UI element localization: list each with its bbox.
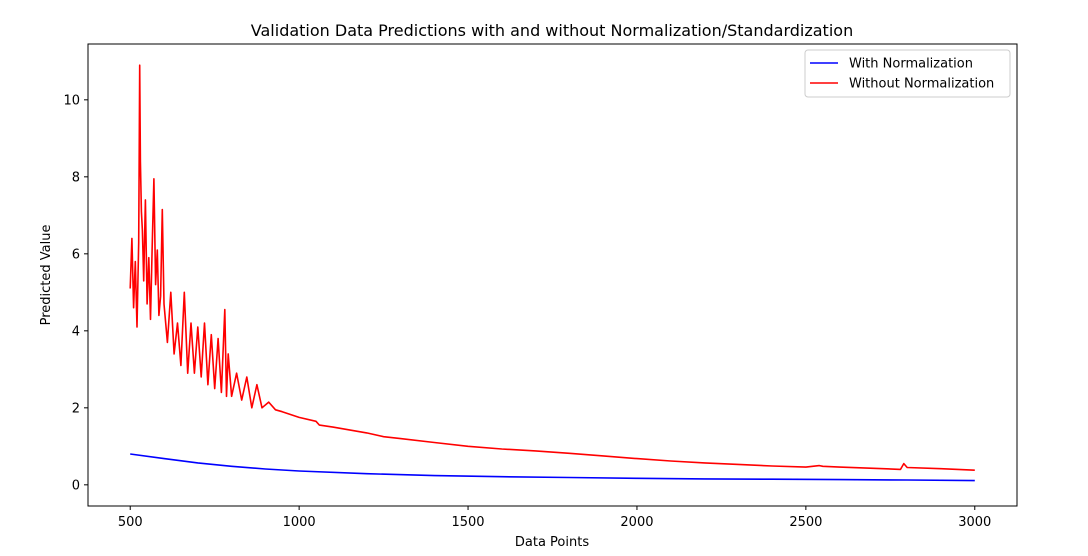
legend-label-0: With Normalization: [849, 57, 973, 72]
y-tick-label: 2: [72, 401, 80, 416]
x-axis-label: Data Points: [515, 535, 589, 550]
series-line-1: [129, 64, 975, 471]
legend: With Normalization Without Normalization: [804, 49, 1011, 98]
y-tick-label: 6: [72, 247, 80, 262]
y-axis: 0 2 4 6 8 10: [63, 93, 88, 493]
x-tick-label: 500: [118, 515, 143, 530]
x-tick-label: 2000: [620, 515, 653, 530]
legend-box: [804, 49, 1011, 98]
y-tick-label: 4: [72, 324, 80, 339]
legend-label-1: Without Normalization: [849, 77, 994, 92]
y-tick-label: 0: [72, 478, 80, 493]
x-tick-label: 3000: [958, 515, 991, 530]
plot-area: [129, 64, 975, 482]
chart-title: Validation Data Predictions with and wit…: [251, 21, 853, 40]
series-line-0: [130, 453, 975, 482]
x-tick-label: 1500: [451, 515, 484, 530]
plot-frame: [87, 43, 1018, 507]
x-tick-label: 2500: [789, 515, 822, 530]
y-tick-label: 8: [72, 170, 80, 185]
y-axis-label: Predicted Value: [39, 225, 54, 326]
y-tick-label: 10: [63, 93, 80, 108]
x-axis: 500 1000 1500 2000 2500 3000: [118, 506, 991, 530]
x-tick-label: 1000: [283, 515, 316, 530]
